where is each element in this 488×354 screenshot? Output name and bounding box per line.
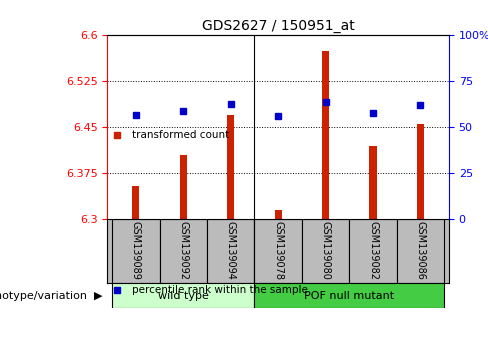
Bar — [180, 155, 187, 219]
Bar — [275, 210, 282, 219]
Text: transformed count: transformed count — [132, 130, 229, 139]
Title: GDS2627 / 150951_at: GDS2627 / 150951_at — [202, 19, 355, 33]
Text: GSM139092: GSM139092 — [178, 221, 188, 280]
Bar — [207, 219, 254, 283]
Bar — [112, 219, 160, 283]
Bar — [349, 219, 397, 283]
Text: percentile rank within the sample: percentile rank within the sample — [132, 285, 307, 295]
Bar — [112, 283, 254, 308]
Bar — [227, 115, 234, 219]
Text: genotype/variation  ▶: genotype/variation ▶ — [0, 291, 102, 301]
Text: GSM139078: GSM139078 — [273, 221, 283, 280]
Text: GSM139082: GSM139082 — [368, 221, 378, 280]
Bar — [254, 219, 302, 283]
Bar — [132, 186, 140, 219]
Text: wild type: wild type — [158, 291, 209, 301]
Bar — [322, 51, 329, 219]
Text: GSM139080: GSM139080 — [321, 221, 330, 280]
Text: GSM139094: GSM139094 — [226, 221, 236, 280]
Bar — [254, 283, 444, 308]
Bar — [302, 219, 349, 283]
Bar — [397, 219, 444, 283]
Text: POF null mutant: POF null mutant — [304, 291, 394, 301]
Bar — [369, 146, 377, 219]
Text: GSM139086: GSM139086 — [415, 221, 426, 280]
Bar — [417, 124, 424, 219]
Bar — [160, 219, 207, 283]
Text: GSM139089: GSM139089 — [131, 221, 141, 280]
